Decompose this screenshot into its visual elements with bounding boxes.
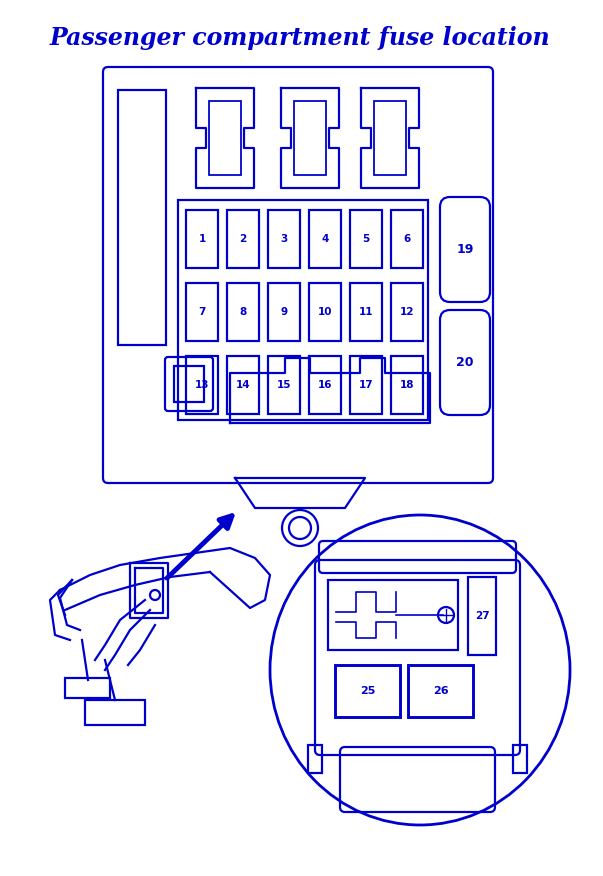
Text: 16: 16 [318, 380, 332, 390]
Bar [227, 356, 259, 414]
Bar [65, 678, 110, 698]
Bar [335, 665, 400, 717]
Bar [268, 210, 300, 268]
Text: 27: 27 [475, 611, 489, 621]
Bar [308, 745, 322, 773]
Bar [186, 283, 218, 341]
Bar [408, 665, 473, 717]
Text: 25: 25 [360, 686, 375, 696]
Text: 6: 6 [403, 234, 411, 244]
Bar [227, 210, 259, 268]
Text: 5: 5 [362, 234, 370, 244]
Bar [350, 210, 382, 268]
Bar [350, 356, 382, 414]
Bar [391, 356, 423, 414]
Text: 2: 2 [239, 234, 247, 244]
Text: 4: 4 [321, 234, 329, 244]
Bar [268, 356, 300, 414]
Text: 20: 20 [456, 356, 474, 369]
Text: 3: 3 [280, 234, 288, 244]
Text: 10: 10 [318, 307, 332, 317]
Text: 15: 15 [277, 380, 291, 390]
Bar [294, 101, 326, 175]
Bar [350, 283, 382, 341]
Bar [174, 366, 204, 402]
Bar [328, 580, 458, 650]
Text: Passenger compartment fuse location: Passenger compartment fuse location [49, 26, 551, 50]
Bar [309, 356, 341, 414]
Bar [309, 283, 341, 341]
Bar [391, 210, 423, 268]
Bar [268, 283, 300, 341]
Bar [186, 210, 218, 268]
Text: 7: 7 [198, 307, 206, 317]
Bar [118, 90, 166, 345]
Text: 9: 9 [280, 307, 288, 317]
Bar [178, 200, 428, 420]
Text: 26: 26 [433, 686, 448, 696]
Text: 13: 13 [195, 380, 209, 390]
Text: 14: 14 [236, 380, 250, 390]
Text: 1: 1 [198, 234, 206, 244]
Text: 19: 19 [456, 243, 474, 256]
Bar [373, 101, 406, 175]
Bar [468, 577, 496, 655]
Bar [209, 101, 241, 175]
Text: 17: 17 [359, 380, 373, 390]
Bar [227, 283, 259, 341]
Bar [186, 356, 218, 414]
Bar [391, 283, 423, 341]
Text: 8: 8 [239, 307, 247, 317]
Text: 18: 18 [400, 380, 414, 390]
Bar [513, 745, 527, 773]
Text: 11: 11 [359, 307, 373, 317]
Text: 12: 12 [400, 307, 414, 317]
Bar [309, 210, 341, 268]
Bar [85, 700, 145, 725]
